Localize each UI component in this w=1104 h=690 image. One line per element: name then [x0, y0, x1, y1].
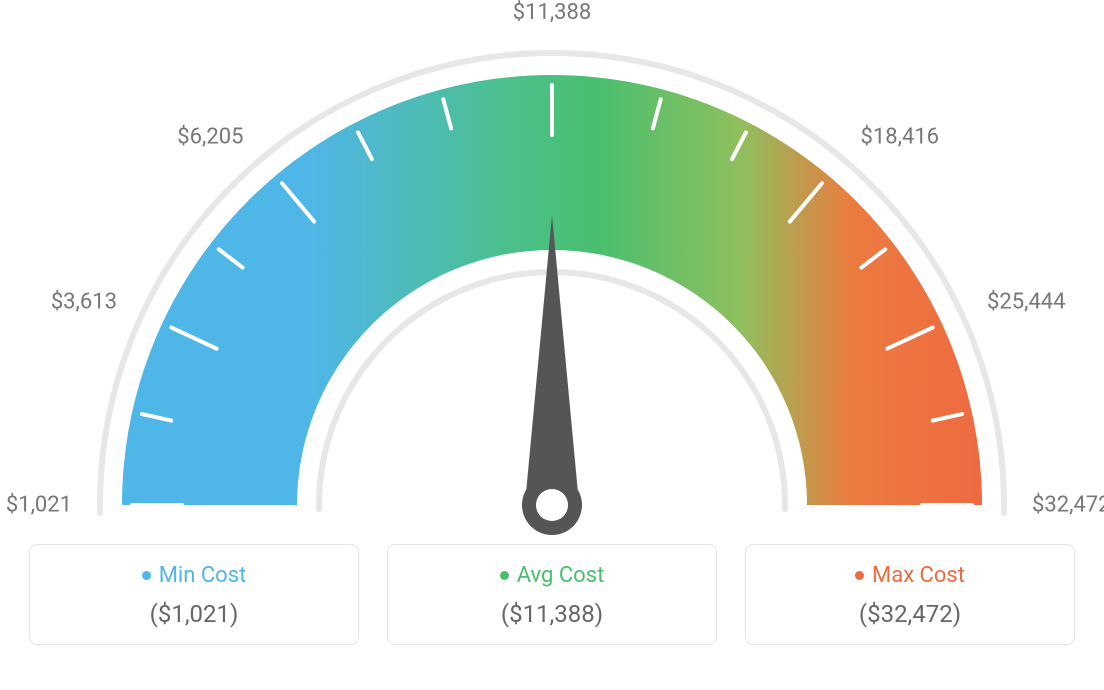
- scale-label: $3,613: [51, 290, 117, 315]
- scale-label: $25,444: [987, 290, 1066, 315]
- legend-avg-dot: [500, 571, 509, 580]
- legend-max-dot: [855, 571, 864, 580]
- gauge-svg: [0, 0, 1104, 540]
- scale-label: $32,472: [1032, 493, 1104, 518]
- legend-min: Min Cost ($1,021): [29, 544, 359, 645]
- scale-label: $1,021: [6, 493, 72, 518]
- legend-max-label: Max Cost: [872, 563, 965, 588]
- scale-label: $6,205: [177, 125, 243, 150]
- gauge-chart: $1,021 $3,613 $6,205 $11,388 $18,416 $25,444 $…: [0, 0, 1104, 540]
- legend-min-label: Min Cost: [159, 563, 247, 588]
- legend-max-value: ($32,472): [746, 600, 1074, 628]
- legend-max: Max Cost ($32,472): [745, 544, 1075, 645]
- legend-avg-label: Avg Cost: [517, 563, 605, 588]
- scale-label: $11,388: [513, 0, 592, 25]
- legend-avg-value: ($11,388): [388, 600, 716, 628]
- legend-min-dot: [142, 571, 151, 580]
- legend-avg: Avg Cost ($11,388): [387, 544, 717, 645]
- scale-label: $18,416: [861, 125, 940, 150]
- legend-row: Min Cost ($1,021) Avg Cost ($11,388) Max…: [0, 544, 1104, 645]
- legend-min-value: ($1,021): [30, 600, 358, 628]
